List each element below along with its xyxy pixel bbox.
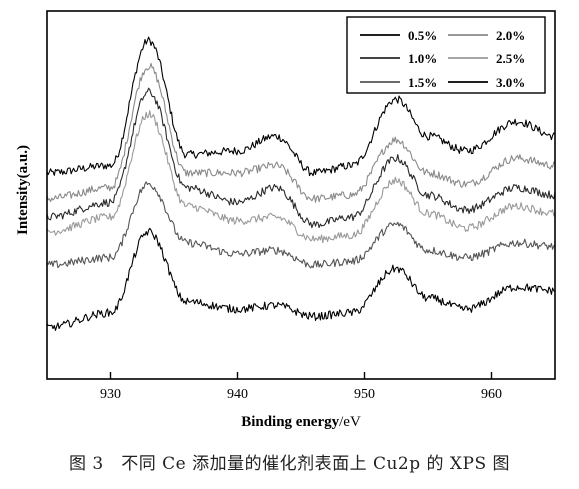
x-tick-label: 960	[481, 387, 502, 402]
plot-frame	[46, 10, 556, 380]
series-line-2-5pct	[46, 110, 556, 244]
series-layer	[46, 36, 556, 331]
legend-label: 1.5%	[408, 75, 437, 90]
legend-label: 3.0%	[496, 75, 525, 90]
x-tick-label: 930	[100, 387, 121, 402]
legend-label: 0.5%	[408, 28, 437, 43]
x-axis-label: Binding energy/eV	[241, 414, 361, 430]
series-line-2-0pct	[46, 62, 556, 203]
legend: 0.5% 2.0% 1.0% 2.5% 1.5% 3.0%	[346, 16, 546, 94]
legend-label: 1.0%	[408, 51, 437, 66]
series-line-1-5pct	[46, 181, 556, 269]
series-line-1-0pct	[46, 87, 556, 229]
x-axis-label-unit: /eV	[339, 414, 361, 430]
legend-box	[346, 16, 546, 94]
legend-label: 2.5%	[496, 51, 525, 66]
x-axis-ticks: 930 940 950 960	[100, 372, 502, 402]
legend-entries: 0.5% 2.0% 1.0% 2.5% 1.5% 3.0%	[360, 28, 525, 90]
x-axis-label-main: Binding energy	[241, 414, 339, 430]
y-axis-label: Intensity(a.u.)	[15, 145, 31, 235]
figure-caption: 图 3 不同 Ce 添加量的催化剂表面上 Cu2p 的 XPS 图	[68, 454, 511, 474]
x-tick-label: 940	[227, 387, 248, 402]
legend-label: 2.0%	[496, 28, 525, 43]
xps-chart: 930 940 950 960 Binding energy/eV Intensity…	[15, 10, 556, 430]
series-line-3-0pct	[46, 227, 556, 331]
x-tick-label: 950	[354, 387, 375, 402]
series-line-0-5pct	[46, 36, 556, 177]
